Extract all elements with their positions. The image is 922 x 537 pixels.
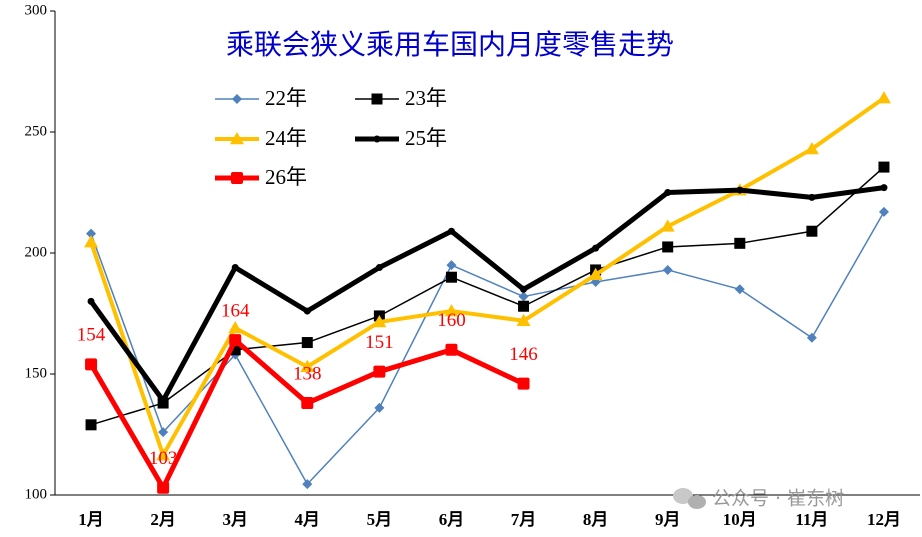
x-tick-label: 1月	[78, 510, 104, 529]
point	[664, 189, 672, 196]
x-tick-label: 12月	[867, 510, 901, 529]
series-line	[90, 166, 885, 426]
point	[157, 481, 170, 494]
y-tick-label: 150	[25, 365, 48, 381]
point	[85, 358, 98, 371]
point	[880, 184, 888, 192]
chart-title: 乘联会狭义乘用车国内月度零售走势	[226, 28, 674, 61]
point	[159, 397, 167, 405]
data-label: 151	[365, 332, 394, 353]
point	[588, 267, 603, 281]
point	[228, 321, 243, 334]
point	[84, 235, 99, 248]
point	[301, 397, 314, 410]
legend-item: 25年	[355, 126, 447, 150]
y-tick-label: 100	[25, 486, 48, 502]
data-label: 146	[509, 344, 538, 365]
series: 154 103 164 138 151 160 146	[77, 300, 538, 494]
legend-item: 23年	[355, 86, 447, 110]
point	[520, 285, 528, 293]
series-line	[89, 96, 886, 458]
data-label: 103	[149, 448, 178, 469]
point	[158, 427, 169, 438]
point	[592, 244, 600, 252]
data-label: 138	[293, 363, 322, 384]
series-line	[89, 185, 885, 404]
legend-item: 24年	[215, 126, 307, 150]
legend-item: 26年	[215, 165, 307, 189]
point	[447, 227, 455, 235]
point	[156, 448, 171, 461]
data-label: 160	[437, 310, 466, 331]
point	[445, 343, 458, 356]
point	[229, 334, 242, 347]
x-tick-label: 4月	[295, 510, 321, 529]
point	[301, 337, 313, 349]
series	[87, 184, 888, 405]
point	[85, 419, 97, 431]
legend-marker	[230, 132, 244, 145]
point	[804, 141, 819, 155]
x-tick-label: 10月	[723, 510, 757, 529]
point	[878, 161, 890, 173]
point	[375, 264, 383, 272]
legend-marker	[231, 172, 243, 184]
point	[516, 313, 531, 327]
point	[876, 91, 891, 104]
point	[446, 260, 457, 271]
legend-label: 26年	[265, 165, 307, 189]
point	[302, 479, 313, 490]
point	[878, 206, 889, 217]
x-tick-label: 2月	[150, 510, 176, 529]
x-tick-label: 3月	[222, 510, 248, 529]
point	[734, 284, 745, 295]
point	[444, 304, 459, 317]
point	[517, 377, 530, 390]
point	[303, 307, 311, 315]
point	[662, 264, 673, 275]
x-tick-label: 5月	[367, 510, 393, 529]
x-tick-label: 6月	[439, 510, 465, 529]
x-tick-label: 8月	[583, 510, 609, 529]
series	[85, 161, 890, 431]
point	[445, 271, 457, 283]
legend-label: 25年	[405, 126, 447, 150]
y-tick-label: 250	[25, 123, 48, 139]
x-tick-label: 9月	[655, 510, 681, 529]
point	[806, 332, 817, 343]
point	[300, 359, 315, 372]
point	[518, 300, 530, 312]
watermark-icon	[673, 488, 706, 509]
legend-label: 22年	[265, 86, 307, 110]
point	[660, 219, 675, 232]
x-tick-label: 7月	[511, 510, 537, 529]
data-label: 164	[221, 300, 250, 321]
point	[662, 241, 674, 253]
point	[372, 314, 387, 328]
x-tick-label: 11月	[795, 510, 828, 529]
y-tick-label: 200	[25, 244, 48, 260]
watermark: 公众号 · 崔东树	[712, 488, 844, 510]
legend-marker	[373, 135, 381, 143]
legend-marker	[371, 93, 383, 105]
point	[518, 291, 529, 302]
y-tick-label: 300	[25, 2, 48, 18]
point	[736, 186, 744, 194]
legend-label: 24年	[265, 126, 307, 150]
point	[373, 365, 386, 378]
legend-item: 22年	[215, 86, 307, 110]
legend-label: 23年	[405, 86, 447, 110]
point	[806, 225, 818, 237]
point	[734, 237, 746, 249]
point	[229, 344, 241, 356]
data-label: 154	[77, 325, 106, 346]
point	[86, 228, 97, 239]
point	[87, 297, 95, 305]
point	[231, 264, 239, 272]
point	[374, 402, 385, 413]
point	[808, 193, 816, 201]
legend-marker	[232, 94, 242, 104]
